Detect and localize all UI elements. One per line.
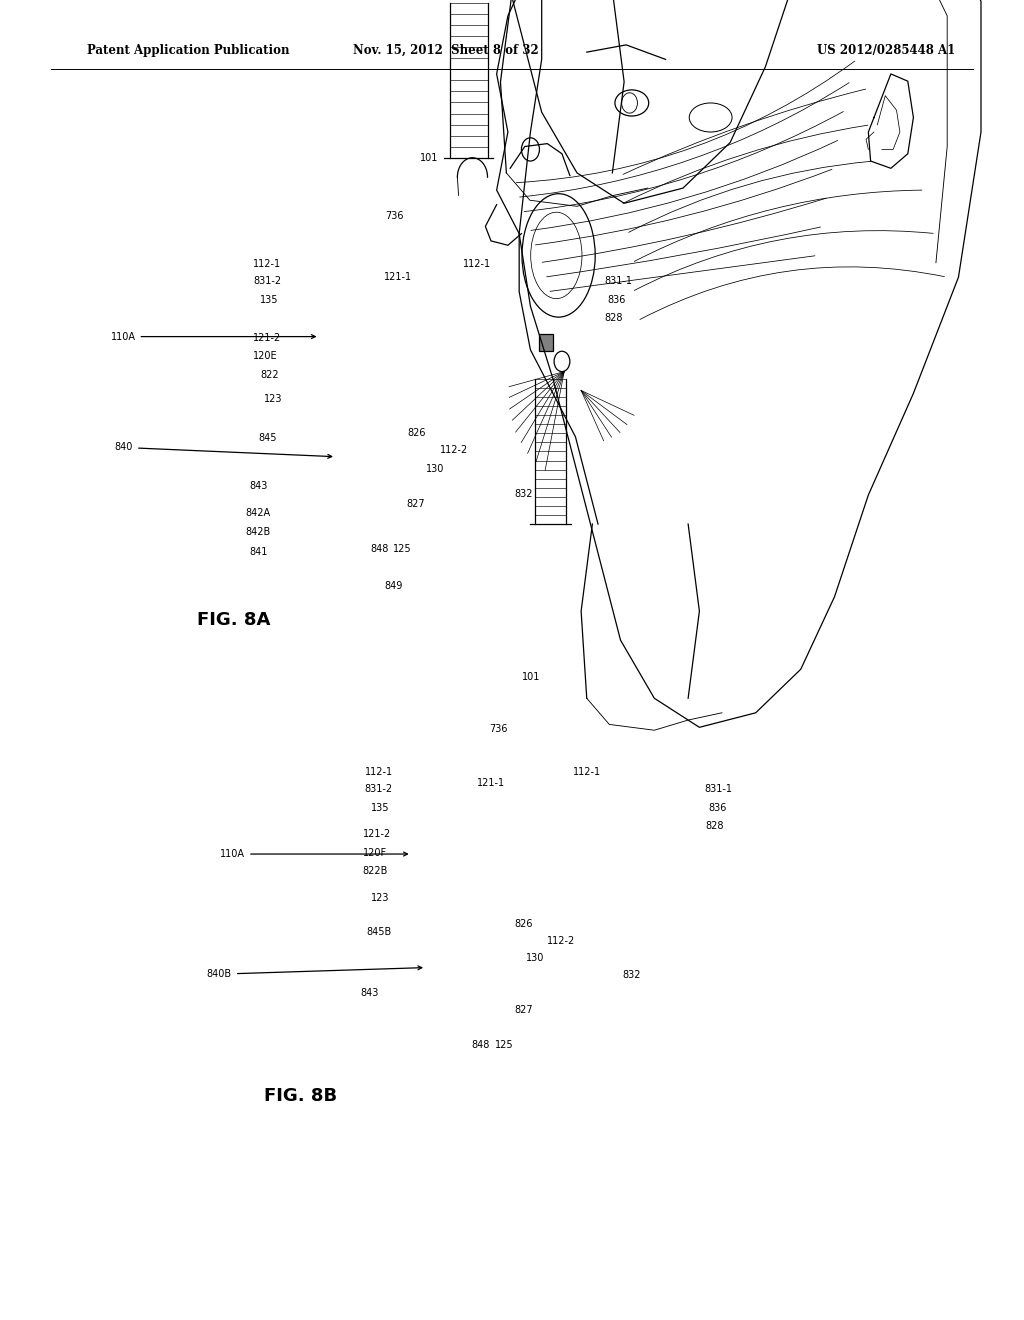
- Text: 831-1: 831-1: [705, 784, 732, 795]
- Text: 849: 849: [384, 581, 402, 591]
- Text: 121-2: 121-2: [362, 829, 391, 840]
- Text: 843: 843: [250, 480, 268, 491]
- Text: 125: 125: [495, 1040, 513, 1051]
- Text: 121-1: 121-1: [384, 272, 412, 282]
- Text: 826: 826: [408, 428, 426, 438]
- Text: Patent Application Publication: Patent Application Publication: [87, 44, 290, 57]
- Text: 845: 845: [258, 433, 276, 444]
- Text: 112-2: 112-2: [440, 445, 469, 455]
- Text: Nov. 15, 2012  Sheet 8 of 32: Nov. 15, 2012 Sheet 8 of 32: [352, 44, 539, 57]
- Text: 123: 123: [264, 393, 283, 404]
- Text: 828: 828: [706, 821, 724, 832]
- Text: 836: 836: [607, 294, 626, 305]
- Text: 121-2: 121-2: [253, 333, 282, 343]
- Text: 841: 841: [250, 546, 268, 557]
- Text: 120E: 120E: [253, 351, 278, 362]
- Text: 101: 101: [522, 672, 541, 682]
- Text: US 2012/0285448 A1: US 2012/0285448 A1: [816, 44, 955, 57]
- Text: 112-1: 112-1: [365, 767, 392, 777]
- Text: FIG. 8B: FIG. 8B: [264, 1086, 337, 1105]
- Text: 112-1: 112-1: [573, 767, 601, 777]
- Text: 135: 135: [260, 294, 279, 305]
- Text: 736: 736: [489, 723, 508, 734]
- Text: 130: 130: [526, 953, 545, 964]
- Text: 110A: 110A: [111, 331, 315, 342]
- Text: 840B: 840B: [207, 966, 422, 979]
- Text: 822: 822: [260, 370, 279, 380]
- Text: 831-1: 831-1: [604, 276, 632, 286]
- Text: FIG. 8A: FIG. 8A: [197, 611, 270, 630]
- Text: 843: 843: [360, 987, 379, 998]
- Text: 842A: 842A: [246, 508, 271, 519]
- Text: 842B: 842B: [246, 527, 271, 537]
- Text: 827: 827: [514, 1005, 532, 1015]
- Text: 123: 123: [371, 892, 389, 903]
- Text: 822B: 822B: [362, 866, 388, 876]
- Text: 101: 101: [420, 153, 438, 164]
- Text: 826: 826: [514, 919, 532, 929]
- Text: 135: 135: [371, 803, 389, 813]
- Bar: [540, 334, 553, 351]
- Text: 840: 840: [115, 442, 332, 458]
- Text: 112-1: 112-1: [463, 259, 490, 269]
- Text: 130: 130: [426, 463, 444, 474]
- Text: 831-2: 831-2: [253, 276, 281, 286]
- Text: 827: 827: [407, 499, 425, 510]
- Text: 120F: 120F: [362, 847, 387, 858]
- Text: 125: 125: [393, 544, 412, 554]
- Text: 832: 832: [623, 970, 641, 981]
- Text: 848: 848: [471, 1040, 489, 1051]
- Text: 112-2: 112-2: [547, 936, 575, 946]
- Text: 828: 828: [604, 313, 623, 323]
- Text: 110A: 110A: [220, 849, 408, 859]
- Text: 112-1: 112-1: [253, 259, 281, 269]
- Text: 836: 836: [709, 803, 727, 813]
- Text: 845B: 845B: [367, 927, 392, 937]
- Text: 832: 832: [514, 488, 532, 499]
- Text: 848: 848: [371, 544, 389, 554]
- Text: 736: 736: [385, 211, 403, 222]
- Text: 831-2: 831-2: [365, 784, 392, 795]
- Text: 121-1: 121-1: [477, 777, 505, 788]
